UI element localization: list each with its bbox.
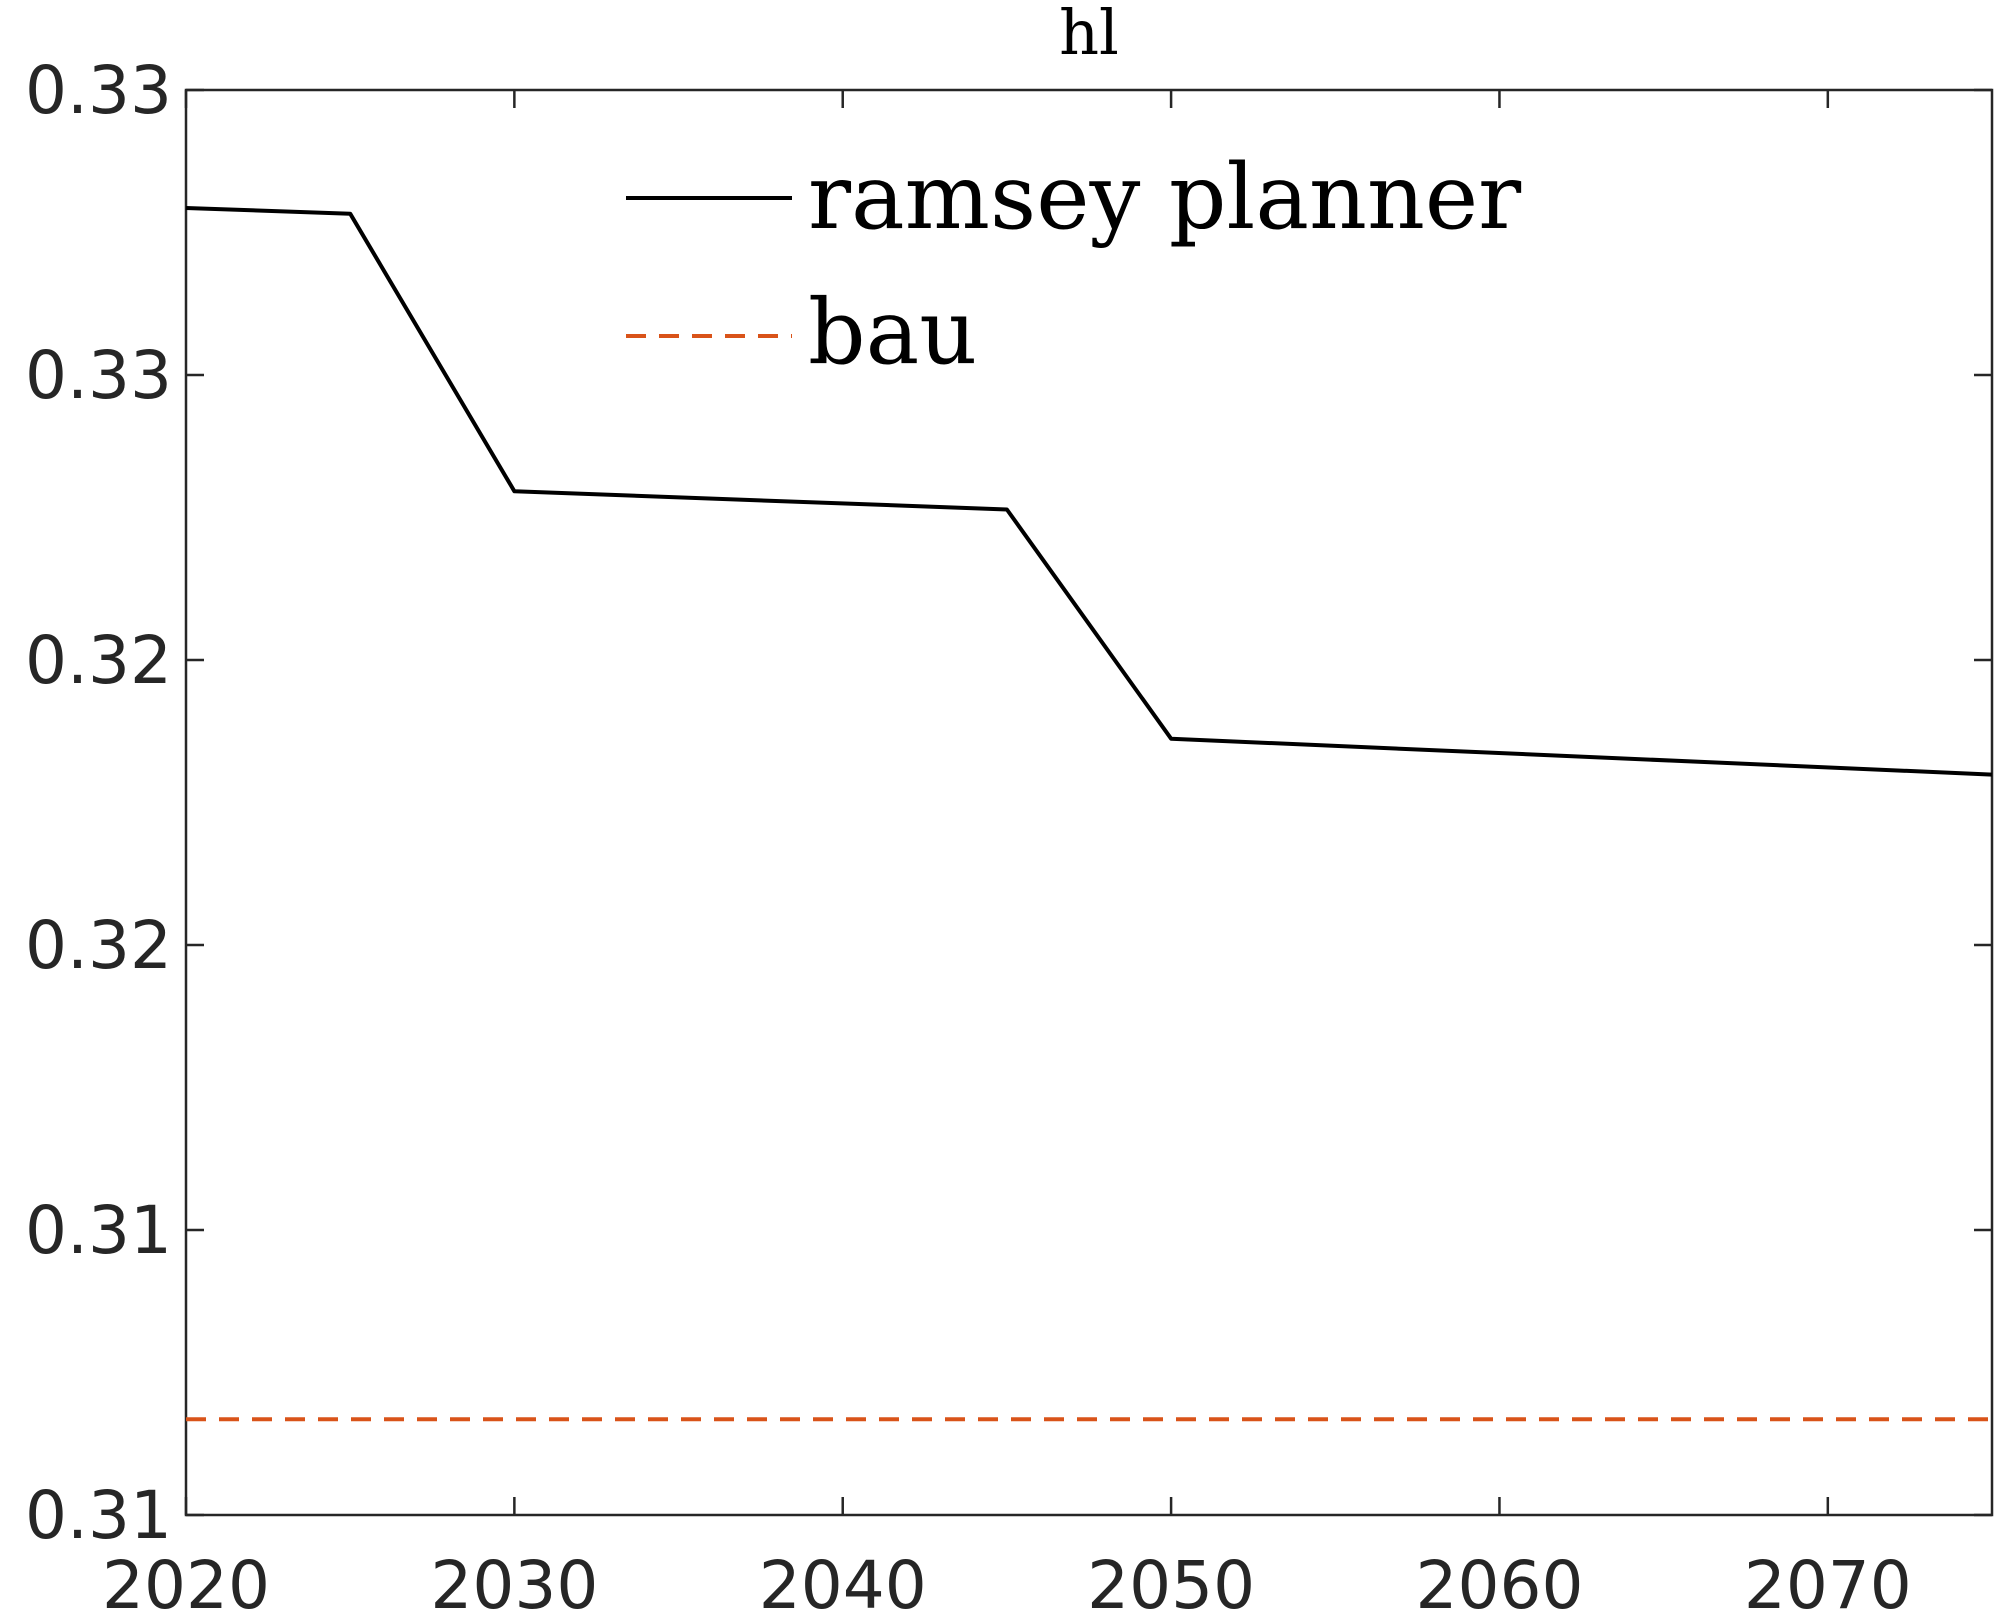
chart-title: hl [1059, 0, 1119, 69]
y-axis: 0.31 0.31 0.32 0.32 0.33 0.33 [25, 52, 1992, 1554]
x-tick-label: 2060 [1415, 1547, 1583, 1613]
y-tick-label: 0.32 [25, 907, 172, 984]
x-tick-label: 2050 [1087, 1547, 1255, 1613]
x-tick-label: 2070 [1744, 1547, 1912, 1613]
y-tick-label: 0.33 [25, 337, 172, 414]
series-line-ramsey-planner [185, 206, 1993, 777]
x-axis: 2020 2030 2040 2050 2060 2070 [102, 90, 1912, 1613]
y-tick-label: 0.31 [25, 1477, 172, 1554]
plot-area [184, 88, 1994, 1517]
x-tick-label: 2020 [102, 1547, 270, 1613]
y-tick-label: 0.31 [25, 1192, 172, 1269]
y-tick-label: 0.33 [25, 52, 172, 129]
series-group [185, 206, 1993, 1422]
legend: ramsey planner bau [626, 145, 1522, 385]
legend-label-ramsey-planner: ramsey planner [808, 145, 1522, 250]
x-tick-label: 2030 [430, 1547, 598, 1613]
x-tick-label: 2040 [759, 1547, 927, 1613]
legend-label-bau: bau [808, 280, 977, 385]
y-tick-label: 0.32 [25, 622, 172, 699]
